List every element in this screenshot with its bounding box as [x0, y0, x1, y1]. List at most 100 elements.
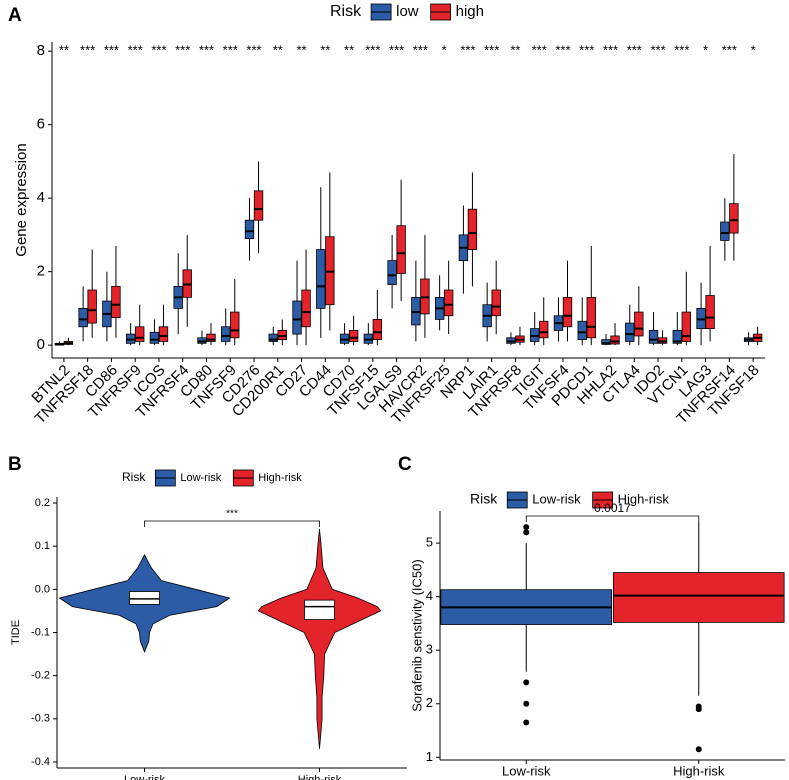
significance: ** — [510, 42, 520, 57]
y-tick-label: 6 — [37, 116, 45, 133]
outlier — [523, 524, 530, 531]
y-tick-label: 1 — [426, 749, 433, 764]
significance: *** — [650, 42, 665, 57]
y-tick-label: 3 — [426, 642, 433, 657]
significance: *** — [579, 42, 594, 57]
y-tick-label: 4 — [37, 189, 45, 206]
box — [681, 311, 692, 342]
y-tick-label: 0 — [37, 336, 45, 353]
significance: *** — [128, 42, 143, 57]
box — [539, 320, 549, 339]
box — [720, 221, 730, 241]
y-tick-label: -0.3 — [31, 713, 50, 725]
box — [634, 311, 644, 337]
significance: *** — [246, 42, 261, 57]
significance: *** — [674, 42, 689, 57]
legend-title: Risk — [330, 3, 362, 20]
outlier — [523, 529, 530, 536]
legend-label: low — [396, 3, 419, 20]
significance: *** — [365, 42, 380, 57]
y-axis-title: Sorafenib senstivity (IC50) — [409, 559, 424, 711]
y-tick-label: 0.2 — [35, 497, 50, 509]
box — [149, 331, 160, 344]
significance: *** — [722, 42, 737, 57]
box — [601, 339, 611, 345]
box — [612, 572, 785, 623]
box — [304, 599, 335, 620]
x-tick-label: Low-risk — [124, 774, 165, 780]
box — [443, 289, 454, 317]
box — [268, 333, 278, 342]
box — [87, 289, 97, 324]
significance: *** — [484, 42, 499, 57]
box — [316, 249, 326, 309]
y-axis-title: Gene expression — [13, 143, 30, 256]
outlier — [523, 700, 530, 707]
outlier — [523, 679, 530, 686]
bracket — [144, 520, 320, 527]
box — [78, 307, 88, 328]
significance: *** — [532, 42, 547, 57]
legend-label: Low-risk — [532, 491, 581, 506]
significance: ** — [273, 42, 283, 57]
annotation: 0.0017 — [594, 501, 631, 515]
box — [206, 333, 216, 342]
box — [396, 225, 406, 274]
box — [158, 326, 169, 342]
outlier — [523, 719, 530, 726]
y-tick-label: 5 — [426, 535, 433, 550]
box — [562, 296, 573, 328]
box — [586, 296, 596, 339]
box — [577, 320, 587, 341]
box — [387, 260, 397, 285]
significance: ** — [59, 42, 69, 57]
box — [672, 330, 682, 344]
box — [230, 311, 240, 339]
box — [301, 289, 311, 328]
box — [292, 300, 302, 335]
significance: *** — [389, 42, 404, 57]
box — [129, 591, 160, 605]
box — [610, 335, 620, 345]
legend-label: High-risk — [618, 491, 670, 506]
significance: ** — [344, 42, 354, 57]
outlier — [695, 746, 702, 753]
y-tick-label: -0.1 — [31, 626, 50, 638]
box — [348, 330, 359, 342]
box — [253, 190, 264, 221]
x-tick-label: High-risk — [298, 774, 342, 780]
significance: *** — [175, 42, 190, 57]
y-tick-label: 4 — [426, 588, 433, 603]
box — [491, 289, 501, 317]
y-tick-label: 2 — [37, 263, 45, 280]
y-axis-title: TIDE — [10, 620, 22, 645]
legend-title: Risk — [470, 491, 498, 507]
significance: *** — [104, 42, 119, 57]
box — [135, 326, 145, 342]
significance: * — [751, 42, 756, 57]
violin — [257, 528, 382, 750]
box — [244, 219, 255, 239]
significance: *** — [80, 42, 95, 57]
significance: ** — [320, 42, 330, 57]
annotation: *** — [226, 509, 238, 520]
significance: *** — [199, 42, 214, 57]
legend-label: High-risk — [258, 472, 302, 484]
significance: *** — [460, 42, 475, 57]
x-tick-label: High-risk — [673, 763, 725, 778]
box — [111, 285, 121, 318]
box — [729, 203, 739, 234]
legend-label: high — [456, 3, 484, 20]
y-tick-label: -0.2 — [31, 670, 50, 682]
significance: * — [442, 42, 447, 57]
box — [221, 326, 231, 342]
significance: *** — [413, 42, 428, 57]
box — [372, 319, 383, 341]
significance: *** — [223, 42, 238, 57]
box — [705, 295, 715, 330]
y-tick-label: 0.0 — [35, 583, 50, 595]
significance: *** — [151, 42, 166, 57]
box — [625, 322, 635, 342]
